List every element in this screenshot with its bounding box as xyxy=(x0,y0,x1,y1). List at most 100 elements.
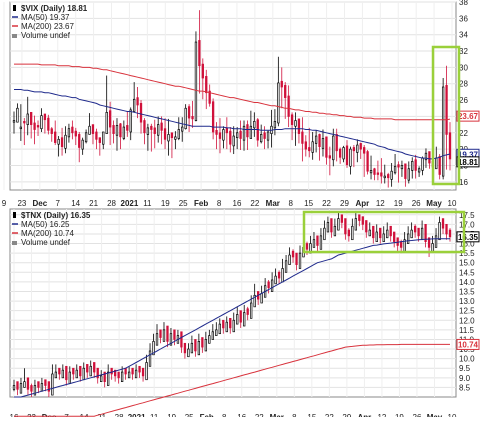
candle-body xyxy=(211,101,215,133)
ma50-line xyxy=(14,89,451,160)
candle-body xyxy=(120,371,124,383)
candle-body xyxy=(270,279,274,292)
candle-body xyxy=(229,317,232,329)
y-tick-label: 30 xyxy=(459,63,468,72)
x-tick-label: 22 xyxy=(325,413,334,417)
price-badge xyxy=(456,231,480,243)
candle-body xyxy=(194,339,197,352)
y-tick-label: 13.5 xyxy=(459,287,475,296)
candle-body xyxy=(345,145,349,166)
candle-body xyxy=(295,252,298,265)
candle-body xyxy=(314,135,318,144)
candle-body xyxy=(393,231,396,242)
x-tick-label: 14 xyxy=(71,199,80,208)
candle-body xyxy=(434,235,438,248)
candle-body xyxy=(103,371,106,383)
candle-body xyxy=(328,155,331,159)
candle-body xyxy=(150,125,153,130)
x-tick-label: 16 xyxy=(237,413,246,417)
candle-body xyxy=(23,381,26,388)
y-tick-label: 15.5 xyxy=(459,249,475,258)
candle-body xyxy=(65,365,68,381)
candle-body xyxy=(427,237,431,248)
candle-body xyxy=(12,120,16,123)
candle-body xyxy=(400,165,404,170)
y-tick-label: 10.0 xyxy=(459,355,475,364)
candle-body xyxy=(354,218,357,231)
candle-body xyxy=(410,229,413,239)
candle-body xyxy=(404,163,407,179)
y-tick-label: 16.0 xyxy=(459,240,475,249)
candle-body xyxy=(290,114,294,125)
candle-body xyxy=(183,342,187,354)
candle-body xyxy=(236,314,239,325)
candle-body xyxy=(407,168,410,181)
x-tick-label: 11 xyxy=(143,199,152,208)
candle-body xyxy=(266,131,270,141)
candle-body xyxy=(145,362,148,381)
x-tick-label: 28 xyxy=(115,413,124,417)
price-badge-label: 19.37 xyxy=(458,150,479,159)
x-tick-label: Apr xyxy=(356,199,370,208)
y-tick-label: 16 xyxy=(459,178,468,187)
candle-body xyxy=(184,107,187,130)
x-tick-label: 9 xyxy=(2,199,7,208)
candle-body xyxy=(198,40,201,67)
legend-volume-icon xyxy=(12,34,17,38)
candle-body xyxy=(365,220,368,233)
candle-body xyxy=(54,371,58,379)
candle-body xyxy=(344,218,347,235)
candle-body xyxy=(387,174,390,179)
legend-label: Volume undef xyxy=(21,238,71,247)
candle-body xyxy=(316,235,319,246)
candle-body xyxy=(96,367,99,379)
candle-body xyxy=(400,241,403,248)
candle-body xyxy=(126,125,129,131)
y-tick-label: 17.5 xyxy=(459,211,475,220)
candle-body xyxy=(197,341,201,356)
x-tick-label: 8 xyxy=(292,413,297,417)
y-tick-label: 12.5 xyxy=(459,307,475,316)
candle-body xyxy=(363,147,366,154)
candle-body xyxy=(441,86,445,177)
candle-body xyxy=(301,131,304,144)
candle-body xyxy=(110,367,113,375)
price-badge xyxy=(456,156,480,168)
x-tick-label: 2021 xyxy=(121,199,139,208)
candle-body xyxy=(33,122,36,130)
candle-body xyxy=(318,134,321,148)
candle-body xyxy=(222,129,225,141)
candle-body xyxy=(352,147,356,152)
candle-body xyxy=(383,175,386,179)
candle-body xyxy=(218,132,222,139)
candle-body xyxy=(36,125,40,128)
legend-candle-icon xyxy=(13,212,16,218)
x-tick-label: 23 xyxy=(17,199,26,208)
price-badge-label: 16.35 xyxy=(458,233,479,242)
candle-body xyxy=(380,172,383,177)
legend-label: MA(200) 10.74 xyxy=(21,229,74,238)
candle-body xyxy=(30,385,33,392)
candle-body xyxy=(78,134,81,148)
price-badge-label: 18.81 xyxy=(458,158,479,167)
vix-chart-panel: 383634323028262422201816923Dec7142128202… xyxy=(2,0,480,208)
x-tick-label: 26 xyxy=(413,413,422,417)
candle-body xyxy=(337,218,340,231)
candle-body xyxy=(232,319,235,333)
candle-body xyxy=(393,165,397,174)
candle-body xyxy=(129,109,132,133)
candle-body xyxy=(297,118,301,134)
candle-body xyxy=(347,229,350,237)
x-tick-label: Feb xyxy=(194,199,208,208)
y-tick-label: 14.0 xyxy=(459,278,475,287)
candle-body xyxy=(107,371,110,386)
candle-body xyxy=(369,170,373,174)
x-tick-label: 11 xyxy=(150,413,159,417)
candle-body xyxy=(421,157,424,171)
candle-body xyxy=(246,124,249,138)
candle-body xyxy=(88,125,91,135)
candle-body xyxy=(273,120,277,129)
candle-body xyxy=(81,139,84,150)
candle-body xyxy=(204,339,207,352)
